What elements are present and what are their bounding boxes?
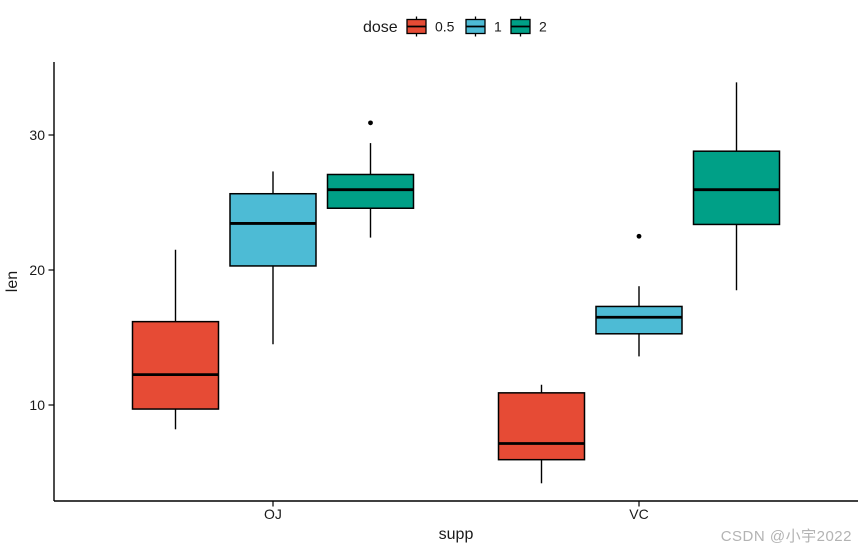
legend-title: dose	[363, 19, 398, 36]
legend: dose 0.5 1 2	[363, 16, 547, 37]
legend-entry-label: 0.5	[435, 19, 455, 35]
outlier-point	[368, 120, 373, 126]
watermark: CSDN @小宇2022	[720, 528, 852, 545]
legend-entry-0.5: 0.5	[406, 16, 455, 37]
iqr-box	[131, 320, 220, 410]
outlier-point	[636, 233, 642, 239]
boxplot-oj-dose-0.5	[131, 249, 220, 430]
x-tick-label: OJ	[264, 506, 282, 522]
boxplot-vc-dose-0.5	[497, 384, 586, 484]
iqr-box	[595, 305, 683, 335]
y-tick-label: 10	[29, 397, 45, 413]
y-tick-label: 20	[29, 262, 45, 278]
y-tick-label: 30	[29, 127, 45, 143]
iqr-box	[497, 392, 586, 461]
iqr-box	[326, 173, 415, 209]
x-axis-title: supp	[439, 526, 474, 543]
boxplot-oj-dose-1	[229, 171, 317, 345]
legend-entry-label: 2	[539, 19, 547, 35]
boxplot-vc-dose-1	[595, 233, 683, 357]
boxplot-oj-dose-2	[326, 120, 415, 238]
legend-entry-2: 2	[510, 16, 547, 37]
iqr-box	[229, 192, 317, 267]
legend-entry-1: 1	[465, 16, 502, 37]
x-tick-label: VC	[629, 506, 648, 522]
boxplot-vc-dose-2	[692, 82, 781, 291]
legend-entry-label: 1	[494, 19, 502, 35]
iqr-box	[692, 150, 781, 226]
y-axis-title: len	[4, 271, 21, 292]
